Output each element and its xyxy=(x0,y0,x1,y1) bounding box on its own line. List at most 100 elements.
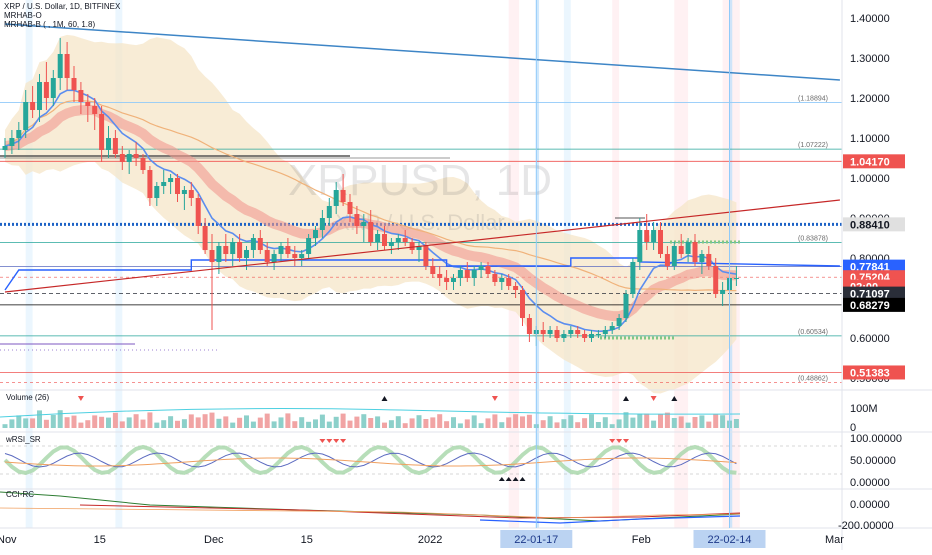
candle-body[interactable] xyxy=(188,190,194,198)
candle-body[interactable] xyxy=(30,102,36,110)
candle-body[interactable] xyxy=(444,278,450,282)
candle-body[interactable] xyxy=(416,246,422,250)
candle-body[interactable] xyxy=(106,138,111,150)
candle-body[interactable] xyxy=(609,326,615,330)
candle-body[interactable] xyxy=(457,270,463,278)
candle-body[interactable] xyxy=(554,330,560,338)
candle-body[interactable] xyxy=(513,286,519,290)
candle-body[interactable] xyxy=(713,266,719,294)
candle-body[interactable] xyxy=(575,330,581,334)
candle-body[interactable] xyxy=(264,250,270,262)
candle-body[interactable] xyxy=(375,234,381,242)
candle-body[interactable] xyxy=(658,230,663,254)
candle-body[interactable] xyxy=(140,158,146,170)
candle-body[interactable] xyxy=(292,254,298,258)
candle-body[interactable] xyxy=(361,222,367,226)
candle-body[interactable] xyxy=(64,54,70,78)
candle-body[interactable] xyxy=(209,250,215,262)
candle-body[interactable] xyxy=(540,330,546,334)
candle-body[interactable] xyxy=(464,270,470,278)
candle-body[interactable] xyxy=(437,274,443,278)
candle-body[interactable] xyxy=(168,178,174,182)
candle-body[interactable] xyxy=(43,82,49,98)
candle-body[interactable] xyxy=(402,238,408,242)
candle-body[interactable] xyxy=(16,130,22,138)
candle-body[interactable] xyxy=(9,138,15,146)
candle-body[interactable] xyxy=(23,102,29,130)
candle-body[interactable] xyxy=(526,318,532,334)
candle-body[interactable] xyxy=(589,334,594,338)
candle-body[interactable] xyxy=(257,238,263,250)
candle-body[interactable] xyxy=(478,266,484,270)
candle-body[interactable] xyxy=(423,246,429,266)
ascending-trendline[interactable] xyxy=(4,199,840,293)
candle-body[interactable] xyxy=(368,222,374,242)
candle-body[interactable] xyxy=(685,242,691,254)
candle-body[interactable] xyxy=(306,238,312,254)
candle-body[interactable] xyxy=(644,230,650,242)
candle-body[interactable] xyxy=(85,102,91,106)
candle-body[interactable] xyxy=(637,230,643,262)
candle-body[interactable] xyxy=(561,334,567,338)
candle-body[interactable] xyxy=(733,278,739,279)
candle-body[interactable] xyxy=(547,330,553,334)
candle-body[interactable] xyxy=(119,154,125,162)
candle-body[interactable] xyxy=(471,270,477,278)
candle-body[interactable] xyxy=(299,254,305,258)
candle-body[interactable] xyxy=(520,290,525,318)
candle-body[interactable] xyxy=(126,154,132,162)
candle-body[interactable] xyxy=(451,278,456,282)
candle-body[interactable] xyxy=(181,190,187,194)
candle-body[interactable] xyxy=(395,238,401,242)
candle-body[interactable] xyxy=(582,334,588,338)
candle-body[interactable] xyxy=(382,234,387,246)
candle-body[interactable] xyxy=(133,154,139,158)
candle-body[interactable] xyxy=(57,54,63,78)
candle-body[interactable] xyxy=(692,242,698,262)
candle-body[interactable] xyxy=(223,246,229,254)
candle-body[interactable] xyxy=(175,178,180,194)
candle-body[interactable] xyxy=(92,106,98,114)
candle-body[interactable] xyxy=(333,190,339,206)
candle-body[interactable] xyxy=(602,330,608,334)
candle-body[interactable] xyxy=(195,198,201,226)
candle-body[interactable] xyxy=(244,250,249,258)
candle-body[interactable] xyxy=(250,238,256,250)
candle-body[interactable] xyxy=(354,214,360,226)
candle-body[interactable] xyxy=(78,90,84,102)
candle-body[interactable] xyxy=(568,330,574,334)
candle-body[interactable] xyxy=(216,246,222,262)
candle-body[interactable] xyxy=(154,186,160,198)
candle-body[interactable] xyxy=(630,262,636,294)
candle-body[interactable] xyxy=(430,266,436,274)
candle-body[interactable] xyxy=(699,254,705,262)
candle-body[interactable] xyxy=(706,254,712,266)
candle-body[interactable] xyxy=(671,246,677,266)
candle-body[interactable] xyxy=(99,114,105,150)
candle-body[interactable] xyxy=(347,202,353,214)
candle-body[interactable] xyxy=(71,78,77,90)
candle-body[interactable] xyxy=(271,254,277,262)
candle-body[interactable] xyxy=(388,242,394,246)
candle-body[interactable] xyxy=(37,82,42,110)
descending-trendline[interactable] xyxy=(4,23,840,81)
candle-body[interactable] xyxy=(485,266,491,274)
candle-body[interactable] xyxy=(623,294,629,318)
candle-body[interactable] xyxy=(595,334,601,335)
candle-body[interactable] xyxy=(678,246,684,254)
candle-body[interactable] xyxy=(2,146,8,150)
time-axis[interactable]: Nov 15 Dec 15 2022 Feb Mar 22-01-17 22-02-14 xyxy=(0,0,844,548)
candle-body[interactable] xyxy=(161,182,167,186)
candle-body[interactable] xyxy=(326,206,332,218)
candle-body[interactable] xyxy=(499,278,505,282)
candle-body[interactable] xyxy=(319,218,325,230)
candle-body[interactable] xyxy=(664,254,670,266)
candle-body[interactable] xyxy=(492,274,498,282)
candle-body[interactable] xyxy=(409,242,415,250)
candle-body[interactable] xyxy=(230,242,236,254)
candle-body[interactable] xyxy=(506,278,512,286)
candle-body[interactable] xyxy=(278,246,284,254)
candle-body[interactable] xyxy=(340,190,346,202)
candle-body[interactable] xyxy=(616,318,622,326)
